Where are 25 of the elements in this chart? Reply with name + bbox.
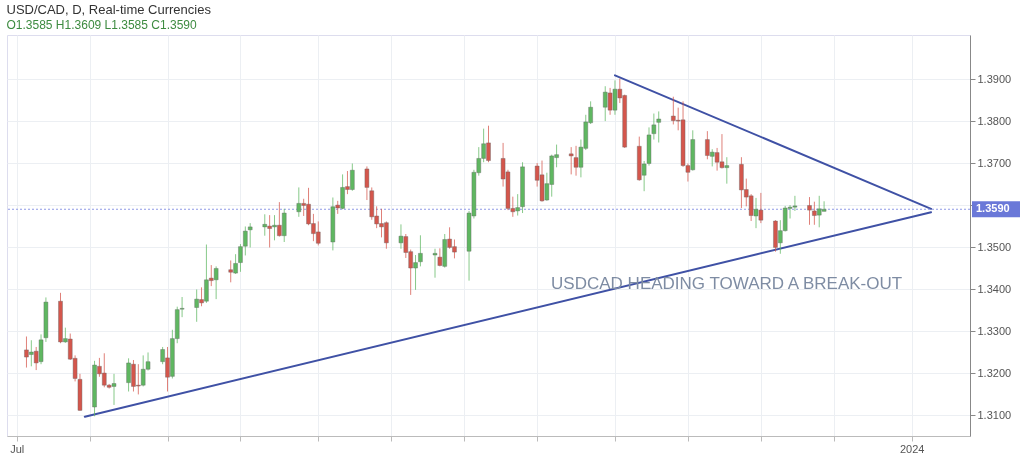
y-tick-label: 1.3100 xyxy=(977,408,1012,421)
y-tick-label: 1.3300 xyxy=(977,324,1012,337)
candlestick xyxy=(418,234,423,267)
x-tick-label: Jul xyxy=(10,442,25,455)
y-tick-label: 1.3700 xyxy=(977,156,1012,169)
y-tick-label: 1.3400 xyxy=(977,282,1012,295)
candlestick xyxy=(432,248,438,279)
ref-line-label: 1.3590 xyxy=(976,202,1010,215)
candlestick xyxy=(247,222,253,248)
y-tick-label: 1.3900 xyxy=(977,72,1012,85)
y-tick-label: 1.3500 xyxy=(977,240,1012,253)
candlestick xyxy=(705,130,710,160)
y-tick-label: 1.3200 xyxy=(977,366,1012,379)
candlestick xyxy=(398,223,404,250)
candlestick xyxy=(603,85,608,122)
candlestick xyxy=(671,96,676,125)
annotation: USDCAD HEADING TOWARD A BREAK-OUT xyxy=(551,273,903,293)
x-tick-label: 2024 xyxy=(899,442,925,455)
y-tick-label: 1.3800 xyxy=(977,114,1012,127)
candlestick xyxy=(568,146,574,175)
candlestick xyxy=(821,200,827,212)
candlestick xyxy=(296,186,302,218)
chart-title: USD/CAD, D, Real-time Currencies xyxy=(6,2,212,17)
chart-subtitle: O1.3585 H1.3609 L1.3585 C1.3590 xyxy=(6,18,197,32)
candlestick xyxy=(213,265,219,300)
